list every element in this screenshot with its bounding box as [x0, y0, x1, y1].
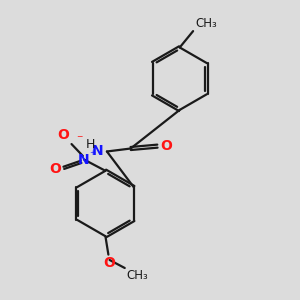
- Text: O: O: [160, 139, 172, 153]
- Text: N: N: [78, 152, 90, 167]
- Text: CH₃: CH₃: [127, 269, 148, 282]
- Text: O: O: [57, 128, 69, 142]
- Text: H: H: [86, 138, 95, 151]
- Text: $^{-}$: $^{-}$: [76, 134, 83, 144]
- Text: N: N: [92, 144, 103, 158]
- Text: CH₃: CH₃: [196, 17, 217, 30]
- Text: O: O: [50, 162, 61, 176]
- Text: O: O: [103, 256, 115, 270]
- Text: $^{+}$: $^{+}$: [89, 150, 97, 160]
